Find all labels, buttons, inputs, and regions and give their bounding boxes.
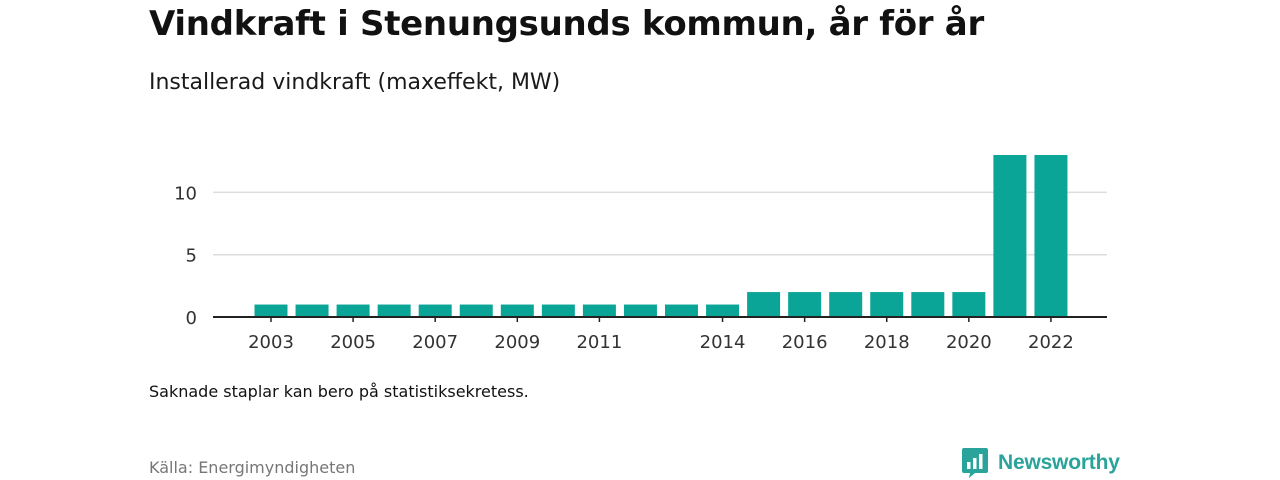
bar-2008 — [459, 304, 493, 317]
bar-2021 — [993, 155, 1027, 317]
bar-2004 — [295, 304, 329, 317]
x-tick-label: 2014 — [700, 332, 746, 353]
chart-note: Saknade staplar kan bero på statistiksek… — [149, 382, 529, 401]
bar-2003 — [254, 304, 288, 317]
newsworthy-logo-icon — [962, 448, 988, 478]
y-tick-label: 5 — [186, 246, 197, 267]
bar-2006 — [377, 304, 411, 317]
x-tick-label: 2007 — [412, 332, 458, 353]
bar-2012 — [623, 304, 657, 317]
x-tick-label: 2011 — [576, 332, 622, 353]
logo-text: Newsworthy — [998, 451, 1120, 474]
newsworthy-logo[interactable]: Newsworthy — [961, 447, 1120, 479]
bar-2020 — [952, 292, 986, 317]
bar-2018 — [870, 292, 904, 317]
bar-2007 — [418, 304, 452, 317]
bar-2015 — [747, 292, 781, 317]
bar-2009 — [500, 304, 534, 317]
bar-2013 — [665, 304, 698, 317]
x-tick-label: 2022 — [1028, 332, 1074, 353]
bar-2017 — [829, 292, 863, 317]
bar-2022 — [1034, 155, 1068, 317]
bar-2010 — [541, 304, 575, 317]
y-tick-label: 0 — [186, 308, 197, 329]
bar-2005 — [336, 304, 370, 317]
bar-2011 — [582, 304, 616, 317]
x-tick-label: 2003 — [248, 332, 294, 353]
x-tick-label: 2016 — [782, 332, 828, 353]
bar-chart: 0 5 10 2003 2005 2007 2009 2011 2014 2016 2018 2020… — [174, 155, 1107, 353]
y-tick-label: 10 — [174, 183, 197, 204]
x-tick-label: 2005 — [330, 332, 376, 353]
chart-subtitle: Installerad vindkraft (maxeffekt, MW) — [149, 70, 561, 95]
source-credit: Källa: Energimyndigheten — [149, 458, 356, 477]
x-tick-label: 2009 — [494, 332, 540, 353]
bar-2016 — [788, 292, 822, 317]
x-tick-label: 2018 — [864, 332, 910, 353]
x-tick-label: 2020 — [946, 332, 992, 353]
bar-2019 — [911, 292, 945, 317]
chart-title: Vindkraft i Stenungsunds kommun, år för … — [149, 4, 984, 44]
bar-2014 — [706, 304, 740, 317]
